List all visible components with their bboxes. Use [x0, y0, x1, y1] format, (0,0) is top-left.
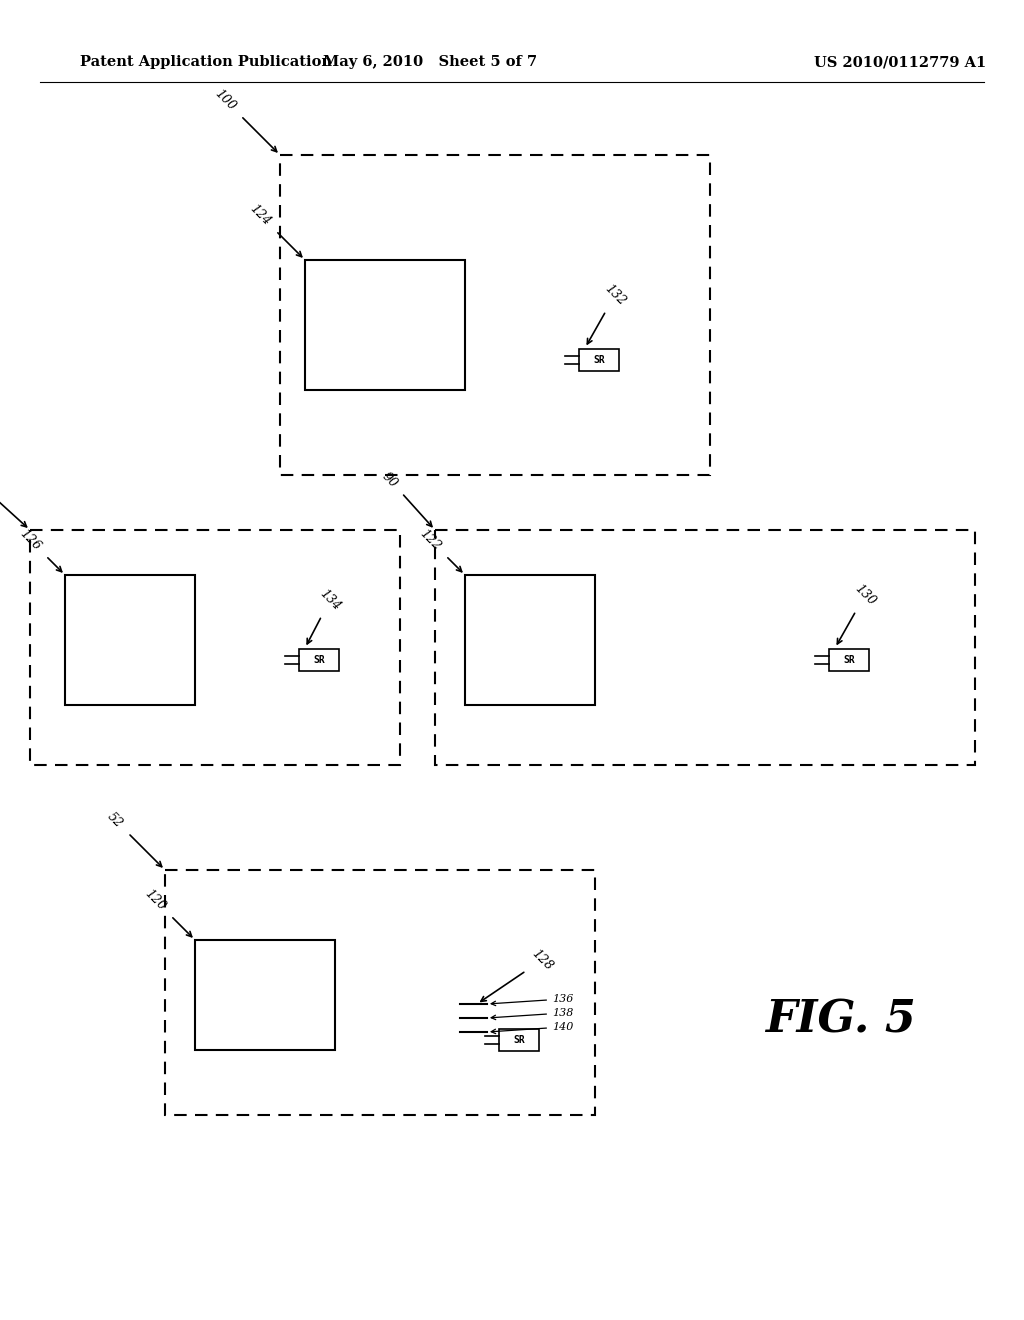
Text: 90: 90	[380, 470, 432, 527]
Bar	[195, 940, 335, 1049]
Text: US 2010/0112779 A1: US 2010/0112779 A1	[814, 55, 986, 69]
Bar	[465, 576, 595, 705]
Text: 124: 124	[247, 202, 302, 256]
Text: 100: 100	[212, 87, 276, 152]
Text: 110: 110	[0, 467, 27, 527]
Text: 138: 138	[492, 1008, 573, 1019]
Bar	[30, 531, 400, 766]
Text: 140: 140	[492, 1022, 573, 1034]
Bar	[65, 576, 195, 705]
Text: SR: SR	[513, 1035, 525, 1045]
Text: SR: SR	[593, 355, 605, 366]
Text: 126: 126	[17, 527, 61, 572]
Text: 128: 128	[481, 946, 555, 1002]
Bar	[435, 531, 975, 766]
Text: SR: SR	[843, 655, 855, 665]
Text: 120: 120	[142, 887, 191, 937]
Bar	[299, 649, 339, 671]
Bar	[829, 649, 868, 671]
Text: SR: SR	[313, 655, 325, 665]
Text: 136: 136	[492, 994, 573, 1006]
Text: 132: 132	[588, 282, 628, 345]
Bar	[580, 350, 618, 371]
Text: FIG. 5: FIG. 5	[765, 998, 915, 1041]
Text: May 6, 2010   Sheet 5 of 7: May 6, 2010 Sheet 5 of 7	[323, 55, 537, 69]
Text: 130: 130	[838, 582, 879, 644]
Bar	[305, 260, 465, 389]
Text: 122: 122	[417, 527, 462, 572]
Bar	[165, 870, 595, 1115]
Text: 134: 134	[307, 587, 343, 644]
Text: 52: 52	[104, 809, 162, 867]
Text: Patent Application Publication: Patent Application Publication	[80, 55, 332, 69]
Bar	[280, 154, 710, 475]
Bar	[500, 1030, 539, 1051]
